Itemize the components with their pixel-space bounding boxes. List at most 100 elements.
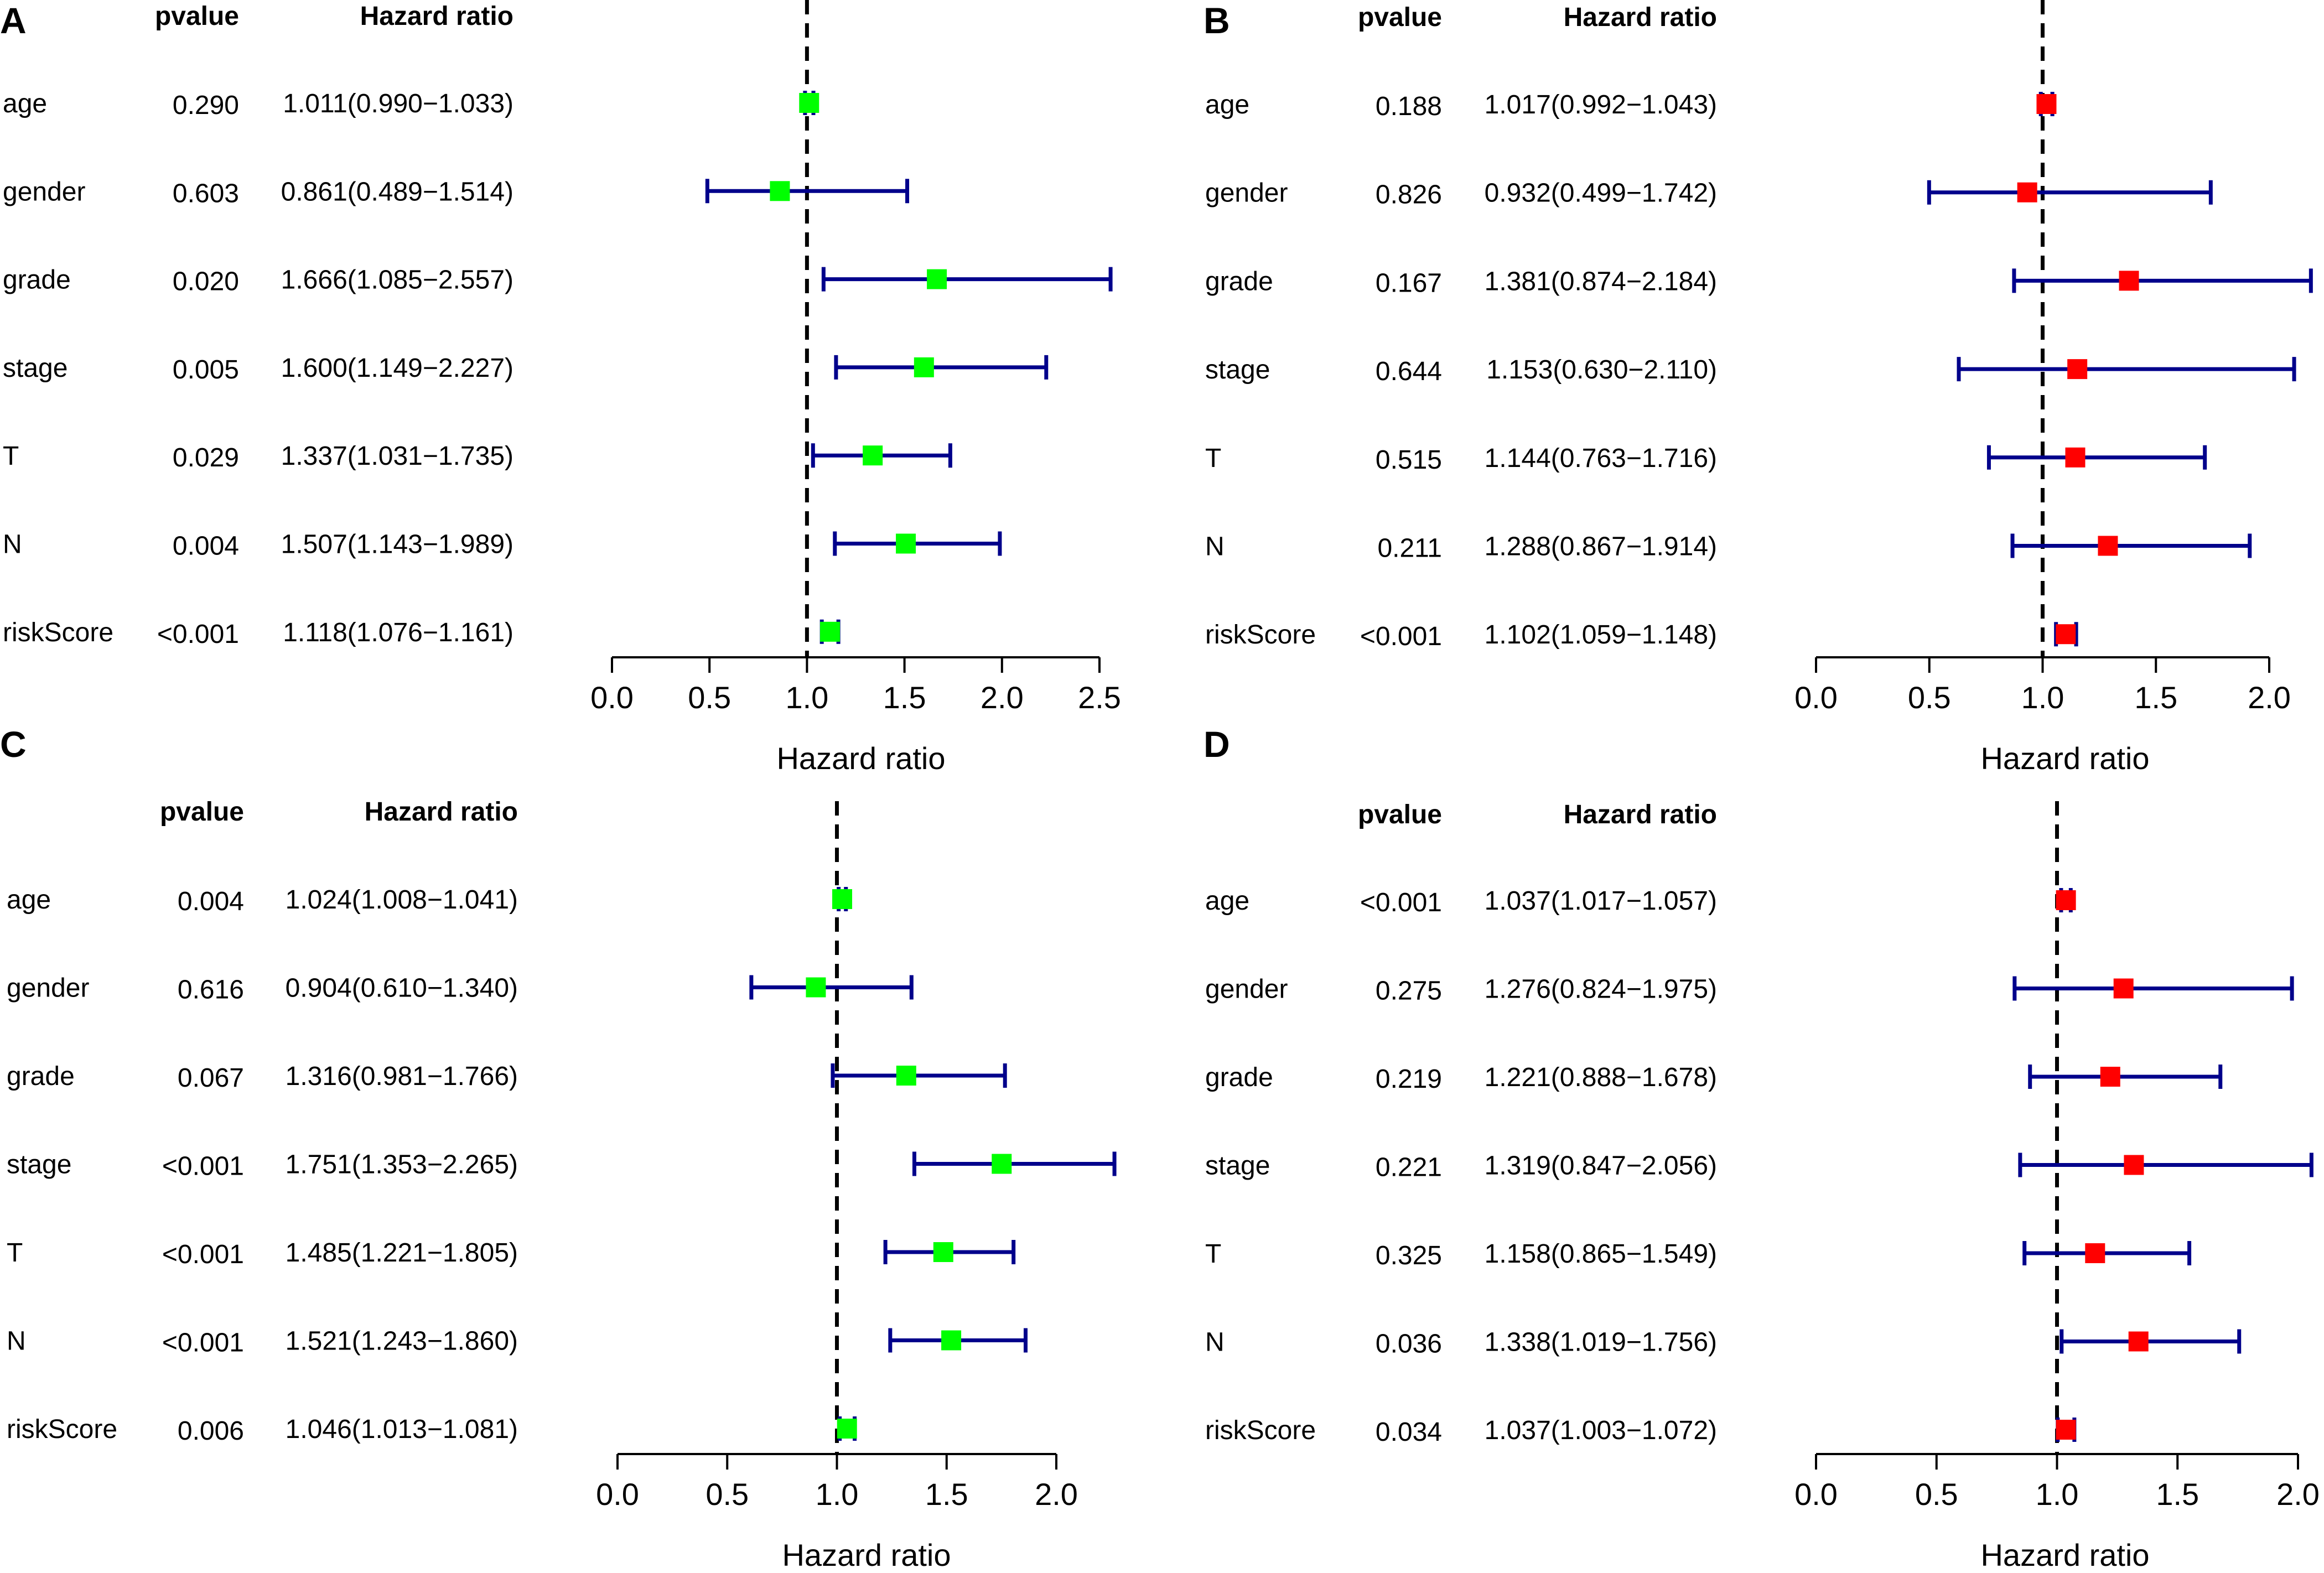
panel-c-row-t-hr-text: 1.485(1.221−1.805)	[286, 1238, 518, 1268]
panel-c-x-tick-label-0-0: 0.0	[596, 1477, 639, 1512]
panel-c-row-grade-variable: grade	[7, 1062, 75, 1091]
panel-d-x-tick-label-1-5: 1.5	[2156, 1477, 2199, 1512]
panel-b-x-tick-label-2-0: 2.0	[2248, 680, 2291, 715]
panel-d-hr-header: Hazard ratio	[1564, 800, 1717, 829]
panel-d-row-riskscore-variable: riskScore	[1205, 1416, 1316, 1445]
panel-c-row-grade-hr-marker	[896, 1066, 916, 1086]
panel-b-x-tick-label-1-5: 1.5	[2134, 680, 2177, 715]
panel-d-row-gender-variable: gender	[1205, 975, 1288, 1004]
panel-a-row-riskscore-pvalue: <0.001	[157, 620, 239, 649]
panel-a-row-n-pvalue: 0.004	[173, 532, 239, 561]
panel-c-row-age-variable: age	[7, 885, 51, 915]
panel-d-row-age-pvalue: <0.001	[1360, 888, 1442, 917]
panel-d-label: D	[1204, 724, 1230, 765]
panel-b-row-t-hr-text: 1.144(0.763−1.716)	[1485, 444, 1717, 473]
panel-c-row-stage-variable: stage	[7, 1150, 71, 1180]
panel-a-row-age-hr-text: 1.011(0.990−1.033)	[283, 89, 513, 118]
panel-a-row-grade-pvalue: 0.020	[173, 267, 239, 297]
panel-b-row-riskscore-hr-marker	[2056, 624, 2076, 645]
panel-a-row-age-hr-marker	[799, 93, 819, 113]
panel-d-row-riskscore-hr-marker	[2056, 1420, 2076, 1440]
panel-a-row-gender-pvalue: 0.603	[173, 179, 239, 208]
panel-a-x-axis-title: Hazard ratio	[776, 741, 945, 776]
panel-d-row-stage-variable: stage	[1205, 1151, 1270, 1181]
panel-a-row-t-pvalue: 0.029	[173, 443, 239, 473]
panel-c-row-gender-pvalue: 0.616	[178, 975, 244, 1005]
panel-a-row-age-pvalue: 0.290	[173, 91, 239, 120]
panel-a-row-gender-hr-text: 0.861(0.489−1.514)	[281, 177, 513, 206]
panel-d-row-gender-pvalue: 0.275	[1376, 977, 1442, 1006]
panel-b-row-n-pvalue: 0.211	[1377, 534, 1442, 563]
panel-d-row-age-variable: age	[1205, 886, 1249, 916]
panel-a-row-gender-hr-marker	[770, 181, 790, 201]
panel-a-row-t-hr-marker	[863, 445, 883, 466]
panel-a-row-grade-hr-marker	[927, 269, 947, 289]
panel-b-x-tick-label-0-5: 0.5	[1908, 680, 1951, 715]
panel-c-x-tick-label-0-5: 0.5	[706, 1477, 749, 1512]
panel-d-row-gender-hr-marker	[2113, 978, 2134, 999]
panel-b-row-grade-pvalue: 0.167	[1376, 268, 1442, 298]
panel-c-row-riskscore-hr-text: 1.046(1.013−1.081)	[286, 1415, 518, 1444]
panel-b-x-axis-title: Hazard ratio	[1980, 741, 2149, 776]
panel-c-row-n-variable: N	[7, 1327, 26, 1356]
panel-d-x-tick-label-0-0: 0.0	[1794, 1477, 1838, 1512]
panel-a-row-age-variable: age	[3, 89, 47, 118]
panel-d-row-gender-hr-text: 1.276(0.824−1.975)	[1485, 975, 1717, 1004]
panel-a-pvalue-header: pvalue	[155, 2, 239, 31]
panel-a-row-grade-variable: grade	[3, 266, 71, 295]
panel-d-row-stage-hr-text: 1.319(0.847−2.056)	[1485, 1151, 1717, 1181]
panel-b-row-age-variable: age	[1205, 90, 1249, 120]
panel-d-row-t-hr-text: 1.158(0.865−1.549)	[1485, 1239, 1717, 1269]
panel-a-x-tick-label-1-0: 1.0	[785, 680, 828, 715]
panel-b-row-gender-hr-text: 0.932(0.499−1.742)	[1485, 179, 1717, 208]
panel-b-row-t-pvalue: 0.515	[1376, 445, 1442, 475]
panel-b-row-gender-variable: gender	[1205, 179, 1288, 208]
panel-a-row-stage-hr-marker	[914, 357, 934, 377]
panel-a-row-grade-hr-text: 1.666(1.085−2.557)	[281, 266, 513, 295]
panel-b-row-grade-hr-marker	[2119, 271, 2139, 291]
panel-a-row-n-variable: N	[3, 530, 22, 559]
panel-c-row-gender-hr-text: 0.904(0.610−1.340)	[286, 974, 518, 1003]
panel-d-row-n-variable: N	[1205, 1328, 1225, 1357]
panel-c-row-age-hr-marker	[832, 889, 853, 909]
panel-c-row-t-pvalue: <0.001	[162, 1240, 244, 1269]
panel-a-row-t-hr-text: 1.337(1.031−1.735)	[281, 442, 513, 471]
panel-a-x-tick-label-1-5: 1.5	[883, 680, 926, 715]
panel-d-row-riskscore-pvalue: 0.034	[1376, 1418, 1442, 1447]
panel-c-row-age-pvalue: 0.004	[178, 887, 244, 916]
panel-d-row-grade-hr-text: 1.221(0.888−1.678)	[1485, 1063, 1717, 1092]
panel-a-row-n-hr-text: 1.507(1.143−1.989)	[281, 530, 513, 559]
panel-c-x-tick-label-1-5: 1.5	[925, 1477, 968, 1512]
panel-b-row-riskscore-pvalue: <0.001	[1360, 622, 1442, 651]
panel-c-row-n-hr-marker	[941, 1330, 962, 1351]
panel-b-pvalue-header: pvalue	[1358, 3, 1442, 32]
panel-b-row-t-hr-marker	[2065, 447, 2086, 468]
panel-a-row-stage-variable: stage	[3, 354, 68, 383]
panel-a-row-riskscore-hr-marker	[819, 621, 840, 642]
panel-b-row-gender-pvalue: 0.826	[1376, 180, 1442, 210]
panel-a-row-stage-hr-text: 1.600(1.149−2.227)	[281, 354, 513, 383]
panel-b-row-age-pvalue: 0.188	[1376, 92, 1442, 121]
panel-b-label: B	[1204, 0, 1230, 41]
panel-c-row-stage-hr-text: 1.751(1.353−2.265)	[286, 1150, 518, 1180]
panel-d-row-stage-hr-marker	[2124, 1155, 2144, 1175]
panel-c-row-n-pvalue: <0.001	[162, 1328, 244, 1358]
panel-b-row-stage-hr-text: 1.153(0.630−2.110)	[1486, 355, 1717, 385]
panel-c-row-riskscore-pvalue: 0.006	[178, 1416, 244, 1446]
panel-a-x-tick-label-0-5: 0.5	[688, 680, 731, 715]
panel-d-row-n-hr-text: 1.338(1.019−1.756)	[1485, 1328, 1717, 1357]
panel-d-row-n-hr-marker	[2128, 1331, 2149, 1352]
panel-b-row-riskscore-hr-text: 1.102(1.059−1.148)	[1485, 620, 1717, 650]
panel-b-row-grade-hr-text: 1.381(0.874−2.184)	[1485, 267, 1717, 296]
panel-b-row-n-hr-marker	[2098, 536, 2118, 556]
panel-c-label: C	[0, 724, 27, 765]
panel-b-row-stage-hr-marker	[2067, 359, 2088, 380]
panel-b-x-tick-label-1-0: 1.0	[2021, 680, 2064, 715]
panel-a-row-riskscore-hr-text: 1.118(1.076−1.161)	[283, 618, 513, 647]
panel-c-row-n-hr-text: 1.521(1.243−1.860)	[286, 1327, 518, 1356]
panel-b-row-n-variable: N	[1205, 532, 1225, 562]
panel-b-row-riskscore-variable: riskScore	[1205, 620, 1316, 650]
panel-d-x-tick-label-0-5: 0.5	[1915, 1477, 1958, 1512]
panel-a-label: A	[0, 0, 27, 41]
